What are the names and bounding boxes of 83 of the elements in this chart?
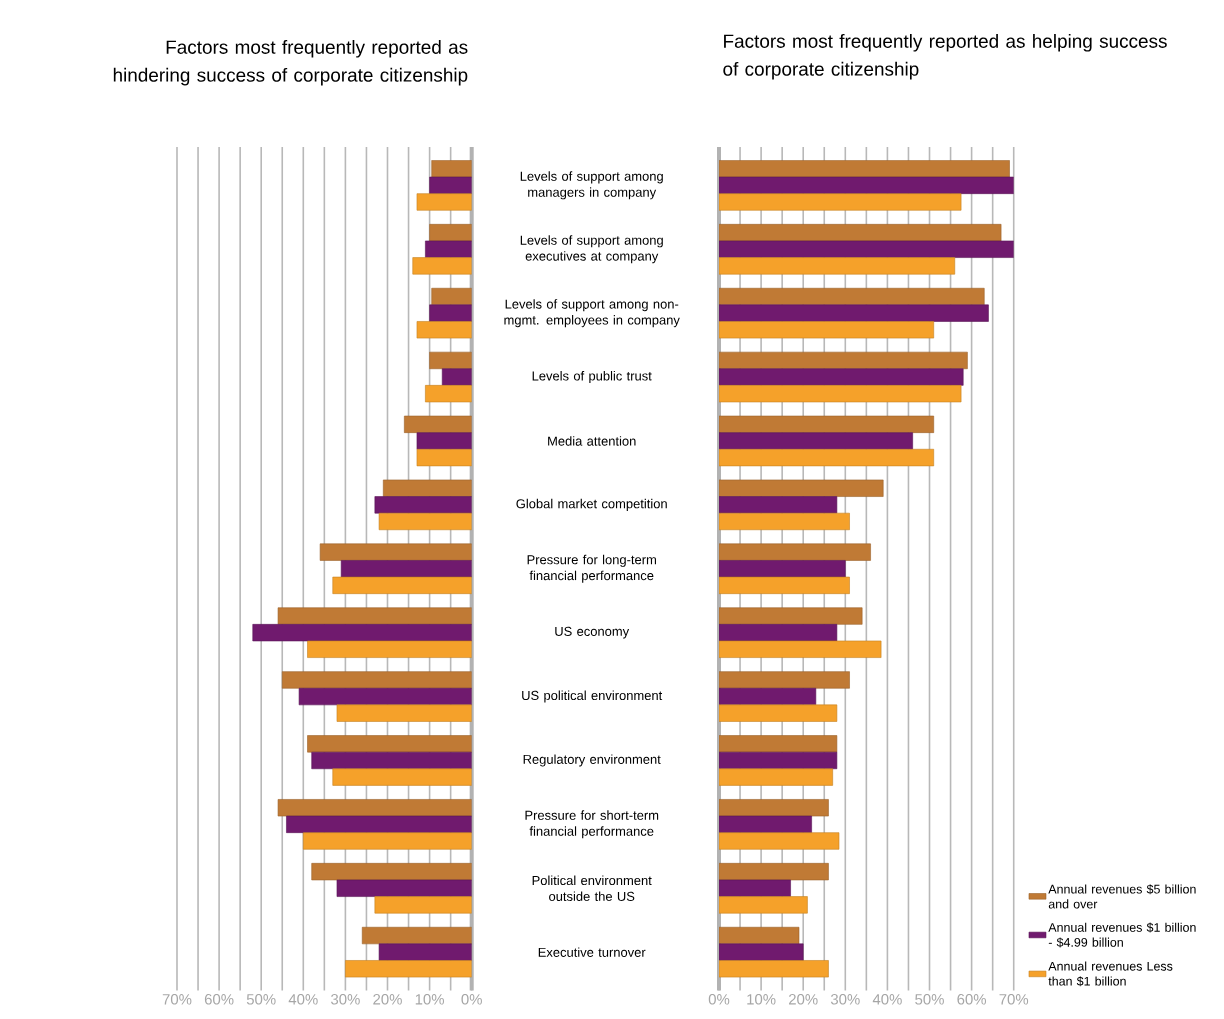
bar (719, 368, 964, 386)
x-tick-label: 20% (789, 994, 818, 1005)
x-tick-label: 60% (204, 994, 234, 1005)
bar (719, 832, 840, 850)
bar (277, 799, 472, 817)
y-tick-label: US economy (555, 626, 630, 639)
bar (719, 735, 838, 753)
bar (277, 607, 472, 625)
bar (719, 496, 838, 514)
bar (286, 815, 472, 833)
bar (719, 176, 1014, 194)
bar (719, 640, 882, 658)
x-tick-label: 10% (747, 994, 776, 1005)
x-tick-label: 40% (872, 994, 902, 1005)
bar (307, 735, 472, 753)
y-tick-label: Executive turnover (538, 947, 646, 957)
bar (307, 640, 472, 658)
y-tick-label: Levels of support among managers in company (520, 171, 663, 200)
legend-label: Annual revenues Less than $1 billion (1048, 961, 1173, 987)
bar (719, 415, 935, 433)
bar (719, 257, 956, 275)
bar (719, 240, 1014, 258)
bar (416, 432, 472, 450)
x-tick-label: 70% (999, 994, 1029, 1005)
bar (719, 607, 863, 625)
bar (719, 671, 850, 689)
bar (719, 432, 913, 450)
bar (719, 351, 968, 370)
x-tick-label: 30% (331, 994, 360, 1005)
y-tick-label: Levels of support among non-mgmt. employees in company (504, 299, 680, 328)
bar (719, 287, 985, 306)
bar (332, 576, 472, 594)
bar (719, 896, 808, 914)
bar (719, 512, 850, 531)
bar (719, 960, 829, 978)
x-tick-label: 0% (461, 994, 482, 1005)
y-tick-label: Media attention (548, 436, 636, 446)
bar (303, 832, 472, 850)
bar (441, 368, 472, 386)
legend-label: Annual revenues $5 billion and over (1048, 884, 1196, 909)
x-tick-label: 60% (957, 994, 987, 1005)
bar (719, 543, 871, 561)
bar (719, 224, 1002, 242)
chart-title: Factors most frequently reported as helping success of corporate citizenship (723, 33, 1167, 80)
bar (281, 671, 472, 689)
bar (719, 160, 1010, 178)
bar (719, 448, 935, 467)
bar (332, 768, 472, 786)
bar (252, 624, 472, 642)
y-tick-label: Levels of public trust (532, 371, 652, 384)
y-tick-label: Pressure for long-term financial performance (527, 554, 656, 583)
y-tick-label: Global market competition (516, 498, 667, 511)
x-tick-label: 0% (708, 994, 730, 1005)
y-tick-label: Political environment outside the US (532, 875, 652, 901)
bar (719, 304, 989, 322)
bar (429, 304, 472, 322)
bar (719, 576, 850, 594)
bar (719, 321, 935, 339)
bar (374, 896, 472, 914)
y-tick-label: Regulatory environment (523, 754, 661, 767)
y-tick-label: Pressure for short-term financial performance (525, 810, 659, 839)
x-tick-label: 10% (415, 994, 445, 1005)
x-tick-label: 50% (246, 994, 276, 1005)
bar (412, 257, 472, 275)
y-tick-label: Levels of support among executives at company (520, 235, 663, 264)
bar (311, 751, 472, 770)
y-tick-label: US political environment (522, 690, 663, 703)
bar (374, 496, 472, 514)
bar (311, 863, 472, 881)
legend-label: Annual revenues $1 billion - $4.99 billion (1048, 922, 1196, 948)
x-tick-label: 70% (162, 994, 192, 1005)
bar (719, 768, 833, 786)
bar (719, 193, 962, 211)
x-tick-label: 30% (830, 994, 860, 1005)
bar (719, 479, 884, 497)
x-tick-label: 50% (915, 994, 944, 1005)
x-tick-label: 20% (373, 994, 402, 1005)
bar (319, 543, 472, 561)
bar (719, 704, 838, 722)
bar (416, 193, 472, 211)
bar (719, 385, 962, 403)
x-tick-label: 40% (288, 994, 318, 1005)
chart-title: Factors most frequently reported as hindering success of corporate citizenship (113, 39, 468, 86)
